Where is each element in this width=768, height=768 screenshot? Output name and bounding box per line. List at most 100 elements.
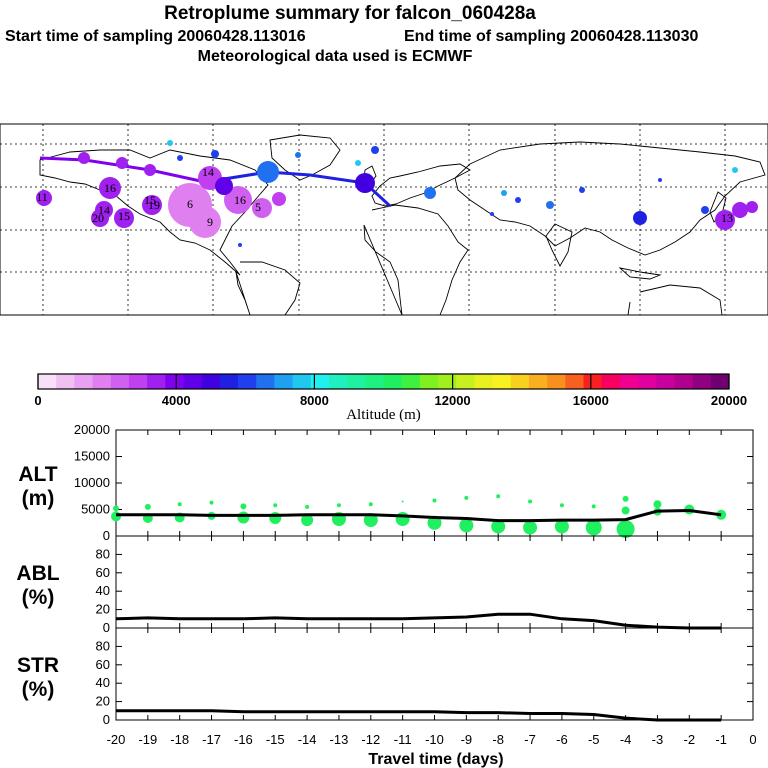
altitude-cluster-dot [622,495,629,502]
plume-cluster [715,210,735,230]
altitude-cluster-dot [616,520,635,539]
series-line-abl [115,612,722,630]
x-tick-label: -15 [266,732,285,747]
plume-cluster [546,201,554,209]
y-tick-label: 20 [96,694,110,709]
coastlines [39,134,766,316]
map-number-label: 6 [187,197,193,211]
x-tick-label: -19 [138,732,157,747]
colorbar-tick-label: 0 [34,393,41,408]
plume-cluster [177,155,183,161]
altitude-cluster-dot [144,503,151,510]
plume-cluster [295,152,301,158]
y-tick-label: 60 [96,657,110,672]
map-number-label: 5 [255,200,261,214]
colorbar-swatch [328,374,348,389]
altitude-cluster-dot [585,519,602,536]
colorbar-swatch [692,374,712,389]
y-axis-unit: (%) [22,586,55,609]
altitude-cluster-dot [240,503,247,510]
colorbar-swatch [419,374,439,389]
colorbar-swatch [492,374,512,389]
y-tick-label: 5000 [81,502,110,517]
colorbar-swatch [183,374,203,389]
colorbar-swatch [601,374,621,389]
colorbar-tick-label: 4000 [162,393,191,408]
colorbar-swatch [528,374,548,389]
altitude-cluster-dot [591,504,596,509]
altitude-cluster-dot [177,502,182,507]
x-tick-label: -7 [524,732,536,747]
altitude-cluster-dot [305,504,310,509]
plume-cluster [501,190,507,196]
plume-cluster [78,152,90,164]
y-tick-label: 0 [103,712,110,727]
y-tick-label: 0 [103,528,110,543]
altitude-cluster-dot [491,519,506,534]
colorbar-swatch [565,374,585,389]
colorbar-swatch [583,374,603,389]
altitude-cluster-dot [432,498,437,503]
colorbar-swatch [347,374,366,389]
altitude-cluster-dot [301,514,314,527]
x-axis-label: Travel time (days) [368,751,503,768]
plume-cluster [424,187,436,199]
map-number-label: 15 [144,193,156,207]
colorbar-swatch [92,374,112,389]
plume-cluster [355,173,375,193]
plume-cluster [732,167,738,173]
y-axis-unit: (%) [22,678,55,701]
plume-cluster [701,206,709,214]
map-number-label: 19 [148,198,160,212]
altitude-cluster-dot [395,512,410,527]
colorbar-swatch [438,374,457,389]
altitude-cluster-dot [336,503,341,508]
y-tick-label: 0 [103,620,110,635]
panel-abl: 0 20 40 60 80 ABL(%) [16,535,754,635]
altitude-cluster-dot [237,511,250,524]
map-number-label: 9 [207,215,213,229]
panel-alt: 0 5000 10000 15000 20000 ALT(m) [18,422,754,543]
colorbar-swatch [110,374,130,389]
altitude-colorbar: 0 4000 8000 12000 16000 20000 Altitude (m) [34,373,747,423]
y-axis-label: ABL [16,562,59,585]
colorbar-swatch [165,374,184,389]
figure-title: Retroplume summary for falcon_060428a [164,3,536,24]
colorbar-swatch [619,374,639,389]
start-time-label: Start time of sampling 20060428.113016 [5,28,306,45]
colorbar-swatch [383,374,403,389]
x-tick-label: -9 [461,732,473,747]
plume-cluster [746,201,758,213]
panel-frame [115,627,754,721]
y-tick-label: 80 [96,546,110,561]
colorbar-swatch [674,374,694,389]
colorbar-swatch [656,374,675,389]
altitude-cluster-dot [363,513,378,528]
y-tick-label: 20 [96,602,110,617]
colorbar-tick-label: 8000 [300,393,329,408]
colorbar-tick-label: 20000 [711,393,747,408]
plume-cluster [252,198,272,218]
colorbar-swatch [292,374,312,389]
panel-frame [115,535,754,629]
altitude-cluster-dot [368,502,373,507]
map-number-label: 11 [36,190,48,204]
plume-cluster [116,157,128,169]
map-number-label: 16 [104,181,116,195]
altitude-cluster-dot [401,500,404,503]
plume-cluster [658,178,662,182]
plume-cluster [579,187,585,193]
x-tick-label: -16 [234,732,253,747]
altitude-cluster-dot [113,505,119,512]
plume-cluster [355,160,361,166]
plume-trajectory [36,140,758,247]
plume-cluster [91,209,109,227]
colorbar-swatch [219,374,239,389]
plume-cluster [142,195,162,215]
altitude-cluster-dot [653,500,662,509]
series-line-str [116,709,722,722]
timeseries-panels: 05000100001500020000ALT(m)020406080ABL(%… [16,422,756,747]
plume-cluster [238,243,242,247]
altitude-cluster-dot [459,518,474,533]
